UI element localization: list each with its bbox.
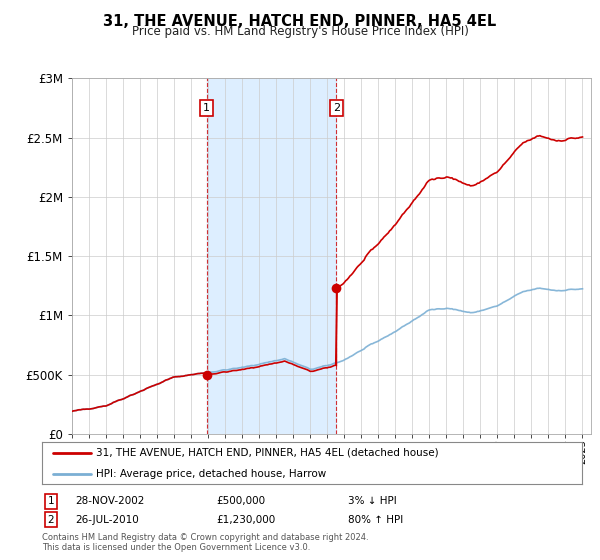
Text: HPI: Average price, detached house, Harrow: HPI: Average price, detached house, Harr…: [96, 469, 326, 479]
Text: 1: 1: [203, 103, 210, 113]
Text: 31, THE AVENUE, HATCH END, PINNER, HA5 4EL (detached house): 31, THE AVENUE, HATCH END, PINNER, HA5 4…: [96, 448, 439, 458]
Text: £500,000: £500,000: [216, 496, 265, 506]
Text: 80% ↑ HPI: 80% ↑ HPI: [348, 515, 403, 525]
Text: Price paid vs. HM Land Registry's House Price Index (HPI): Price paid vs. HM Land Registry's House …: [131, 25, 469, 38]
Text: £1,230,000: £1,230,000: [216, 515, 275, 525]
Text: This data is licensed under the Open Government Licence v3.0.: This data is licensed under the Open Gov…: [42, 543, 310, 552]
Text: 31, THE AVENUE, HATCH END, PINNER, HA5 4EL: 31, THE AVENUE, HATCH END, PINNER, HA5 4…: [103, 14, 497, 29]
Text: Contains HM Land Registry data © Crown copyright and database right 2024.: Contains HM Land Registry data © Crown c…: [42, 533, 368, 542]
Text: 2: 2: [333, 103, 340, 113]
Text: 28-NOV-2002: 28-NOV-2002: [75, 496, 145, 506]
Text: 26-JUL-2010: 26-JUL-2010: [75, 515, 139, 525]
Text: 1: 1: [47, 496, 55, 506]
Text: 2: 2: [47, 515, 55, 525]
Text: 3% ↓ HPI: 3% ↓ HPI: [348, 496, 397, 506]
Bar: [207, 78, 337, 434]
